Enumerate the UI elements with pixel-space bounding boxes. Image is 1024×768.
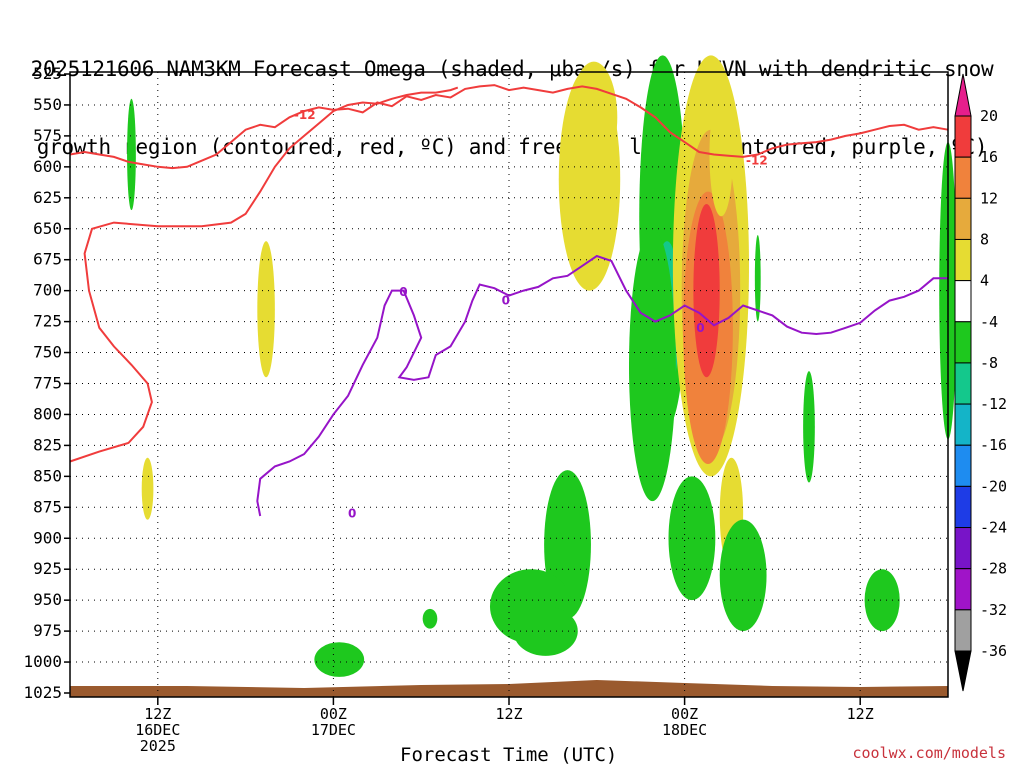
freezing-contour-label: 0 — [502, 294, 510, 308]
colorbar-label: 12 — [980, 189, 998, 207]
colorbar-label: -8 — [980, 354, 998, 372]
y-tick-label: 850 — [33, 466, 62, 485]
contour-lines: -12 -12 0 0 0 0 — [69, 84, 949, 520]
site-credit: coolwx.com/models — [852, 744, 1006, 762]
x-tick-label: 12Z — [847, 705, 874, 723]
terrain-fill — [70, 680, 948, 697]
colorbar-label: 16 — [980, 148, 998, 166]
terrain-surface — [70, 680, 948, 697]
y-tick-label: 950 — [33, 590, 62, 609]
y-tick-label: 525 — [33, 64, 62, 83]
y-tick-label: 1000 — [23, 652, 62, 671]
colorbar-label: -32 — [980, 601, 1007, 619]
omega-region — [141, 457, 154, 520]
omega-region — [668, 476, 716, 601]
y-tick-label: 1025 — [23, 683, 62, 702]
dgz-contour-label: -12 — [746, 154, 768, 168]
omega-region — [803, 371, 815, 483]
x-tick-label: 2025 — [140, 737, 176, 755]
colorbar-bin — [954, 527, 972, 570]
x-tick-label: 00Z — [320, 705, 347, 723]
omega-region — [719, 519, 767, 632]
colorbar-bin — [954, 238, 972, 282]
colorbar-top-arrow — [954, 73, 972, 117]
colorbar-bin — [954, 444, 972, 487]
x-tick-label: 12Z — [495, 705, 522, 723]
colorbar-label: -12 — [980, 395, 1007, 413]
colorbar-label: 4 — [980, 272, 989, 290]
colorbar: 20 16 12 8 4 -4 -8 -12 -16 -20 -24 -28 -32 -36 — [954, 73, 1007, 692]
dgz-contour-label: -12 — [294, 108, 316, 122]
omega-region — [628, 228, 676, 502]
colorbar-label: -28 — [980, 560, 1007, 578]
gridlines — [70, 72, 948, 697]
omega-region — [754, 234, 761, 322]
colorbar-bin — [954, 568, 972, 611]
colorbar-label: -16 — [980, 436, 1007, 454]
freezing-contour-label: 0 — [696, 321, 704, 335]
x-tick-label: 12Z — [144, 705, 171, 723]
y-tick-label: 925 — [33, 559, 62, 578]
omega-region — [127, 98, 136, 211]
colorbar-bin — [954, 321, 972, 364]
omega-region — [422, 608, 438, 629]
y-tick-label: 725 — [33, 312, 62, 331]
y-tick-label: 800 — [33, 404, 62, 423]
omega-region — [570, 61, 618, 174]
colorbar-label: 8 — [980, 230, 989, 248]
omega-region — [314, 642, 365, 677]
chart-title-line-2: growth region (contoured, red, ºC) and f… — [36, 135, 988, 159]
colorbar-bottom-arrow — [954, 650, 972, 692]
y-tick-label: 750 — [33, 343, 62, 362]
y-tick-label: 825 — [33, 435, 62, 454]
omega-region — [864, 569, 900, 632]
x-tick-label: 00Z — [671, 705, 698, 723]
omega-region — [513, 606, 578, 656]
colorbar-bin — [954, 197, 972, 240]
colorbar-label: -20 — [980, 477, 1007, 495]
colorbar-bin — [954, 609, 972, 652]
x-tick-label: 16DEC — [135, 721, 180, 739]
colorbar-bin — [954, 280, 972, 323]
dgz-contour-line — [69, 84, 949, 170]
y-tick-label: 575 — [33, 126, 62, 145]
y-tick-label: 600 — [33, 157, 62, 176]
y-axis: 525 550 575 600 625 650 675 700 725 750 775 800 825 8… — [23, 64, 70, 702]
freezing-contour-label: 0 — [399, 285, 407, 299]
colorbar-label: -36 — [980, 642, 1007, 660]
colorbar-bin — [954, 115, 972, 158]
x-tick-label: 18DEC — [662, 721, 707, 739]
colorbar-bin — [954, 156, 972, 199]
x-tick-label: 17DEC — [311, 721, 356, 739]
y-tick-label: 875 — [33, 497, 62, 516]
y-tick-label: 700 — [33, 281, 62, 300]
y-tick-label: 900 — [33, 528, 62, 547]
y-tick-label: 550 — [33, 95, 62, 114]
dgz-contour-line — [69, 86, 459, 463]
freezing-contour-line — [256, 254, 948, 517]
y-tick-label: 975 — [33, 621, 62, 640]
colorbar-label: -24 — [980, 519, 1007, 537]
omega-shading — [127, 55, 957, 677]
colorbar-label: -4 — [980, 313, 998, 331]
colorbar-bin — [954, 485, 972, 529]
omega-region — [257, 241, 275, 378]
x-axis-title: Forecast Time (UTC) — [400, 744, 618, 766]
y-tick-label: 775 — [33, 374, 62, 393]
colorbar-label: 20 — [980, 107, 998, 125]
y-tick-label: 675 — [33, 250, 62, 269]
colorbar-bin — [954, 403, 972, 446]
freezing-contour-label: 0 — [348, 506, 356, 520]
y-tick-label: 650 — [33, 219, 62, 238]
colorbar-bin — [954, 362, 972, 405]
y-tick-label: 625 — [33, 188, 62, 207]
